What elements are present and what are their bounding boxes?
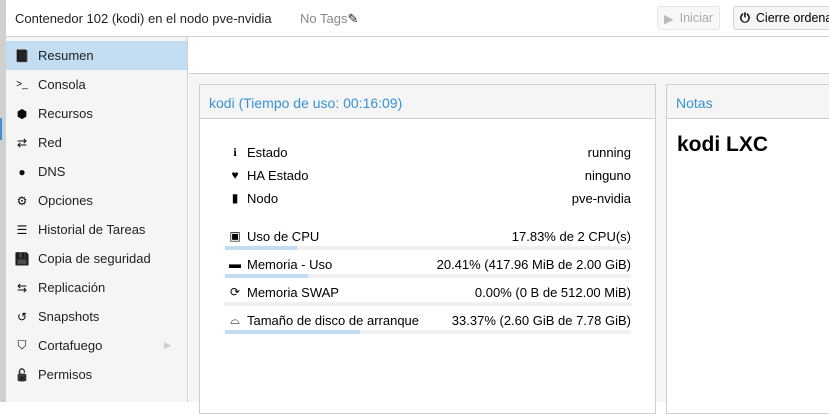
sidebar-item-label: Copia de seguridad [38, 251, 151, 266]
usage-row: ▬ Memoria - Uso 20.41% (417.96 MiB de 2.00… [229, 256, 631, 272]
sidebar-item-copia-de-seguridad[interactable]: 💾 Copia de seguridad [6, 244, 187, 273]
globe-icon: ● [18, 164, 26, 179]
sidebar-item-replicaci-n[interactable]: ⇆ Replicación [6, 273, 187, 302]
left-edge-strip [0, 0, 6, 402]
sidebar-item-label: Replicación [38, 280, 106, 295]
sidebar-item-label: DNS [38, 164, 66, 179]
history-icon: ↺ [16, 309, 28, 324]
submenu-arrow-icon: ▶ [164, 340, 171, 350]
refresh-icon: ⟳ [229, 285, 241, 299]
usage-row: ▣ Uso de CPU 17.83% de 2 CPU(s) [229, 228, 631, 244]
pencil-icon[interactable]: ✎ [347, 11, 359, 26]
unlock-icon: 🔓 [14, 367, 30, 382]
sidebar-item-label: Opciones [38, 193, 93, 208]
sidebar-item-opciones[interactable]: ⚙ Opciones [6, 186, 187, 215]
sidebar: 📘 Resumen >_ Consola ⬢ Recursos ⇄ Red ● DNS ⚙ Opcio… [6, 37, 188, 402]
sidebar-item-resumen[interactable]: 📘 Resumen [6, 41, 187, 70]
memory-icon: ▬ [229, 257, 241, 271]
sidebar-item-label: Resumen [38, 48, 94, 63]
notes-panel: Notas kodi LXC [666, 84, 829, 414]
status-panel: kodi (Tiempo de uso: 00:16:09) i Estado ru… [199, 84, 656, 414]
usage-progress-bar [225, 246, 631, 250]
sidebar-item-label: Consola [38, 77, 86, 92]
sidebar-item-label: Historial de Tareas [38, 222, 146, 237]
start-button[interactable]: ▶ Iniciar [657, 6, 720, 30]
usage-progress-bar [225, 330, 631, 334]
usage-progress-fill [225, 246, 298, 250]
sidebar-item-consola[interactable]: >_ Consola [6, 70, 187, 99]
info-icon: i [233, 144, 237, 159]
power-icon: ⏻ [740, 10, 750, 25]
usage-progress-fill [225, 274, 308, 278]
play-icon: ▶ [664, 11, 674, 26]
cube-icon: ⬢ [16, 106, 28, 121]
list-icon: ☰ [16, 222, 28, 237]
status-row: i Estado running [228, 143, 631, 161]
sidebar-item-label: Recursos [38, 106, 93, 121]
server-icon: ▮ [231, 191, 239, 205]
sidebar-item-snapshots[interactable]: ↺ Snapshots [6, 302, 187, 331]
cpu-icon: ▣ [229, 229, 241, 243]
sidebar-item-label: Cortafuego [38, 338, 103, 353]
tags-edit[interactable]: No Tags✎ [300, 11, 359, 26]
heartbeat-icon: ♥ [231, 168, 239, 182]
terminal-icon: >_ [16, 79, 28, 90]
sidebar-item-permisos[interactable]: 🔓 Permisos [6, 360, 187, 389]
header: Contenedor 102 (kodi) en el nodo pve-nvi… [6, 0, 829, 37]
status-panel-title: kodi (Tiempo de uso: 00:16:09) [200, 85, 655, 119]
floppy-icon: 💾 [14, 251, 30, 266]
sidebar-item-historial-de-tareas[interactable]: ☰ Historial de Tareas [6, 215, 187, 244]
exchange-icon: ⇄ [16, 135, 28, 150]
book-icon: 📘 [14, 48, 30, 63]
sidebar-item-label: Permisos [38, 367, 93, 382]
sidebar-item-label: Snapshots [38, 309, 100, 324]
sidebar-item-cortafuego[interactable]: ⛉ Cortafuego ▶ [6, 331, 187, 360]
notes-panel-title: Notas [667, 85, 829, 119]
hdd-icon: ⌓ [230, 312, 240, 327]
shutdown-button[interactable]: ⏻ Cierre ordena [733, 6, 829, 30]
toolbar [189, 37, 829, 74]
sidebar-item-dns[interactable]: ● DNS [6, 157, 187, 186]
sidebar-item-red[interactable]: ⇄ Red [6, 128, 187, 157]
usage-row: ⌓ Tamaño de disco de arranque 33.37% (2.60… [228, 311, 631, 329]
notes-content: kodi LXC [677, 133, 769, 156]
sidebar-item-label: Red [38, 135, 62, 150]
gear-icon: ⚙ [16, 193, 28, 208]
usage-progress-fill [225, 330, 361, 334]
usage-row: ⟳ Memoria SWAP 0.00% (0 B de 512.00 MiB) [229, 284, 631, 300]
retweet-icon: ⇆ [16, 280, 28, 295]
shield-icon: ⛉ [17, 338, 27, 352]
page-title: Contenedor 102 (kodi) en el nodo pve-nvi… [15, 11, 272, 26]
usage-progress-bar [225, 302, 631, 306]
sidebar-item-recursos[interactable]: ⬢ Recursos [6, 99, 187, 128]
main-content: kodi (Tiempo de uso: 00:16:09) i Estado ru… [189, 74, 829, 414]
usage-progress-bar [225, 274, 631, 278]
status-row: ▮ Nodo pve-nvidia [228, 189, 631, 207]
status-row: ♥ HA Estado ninguno [228, 166, 631, 184]
